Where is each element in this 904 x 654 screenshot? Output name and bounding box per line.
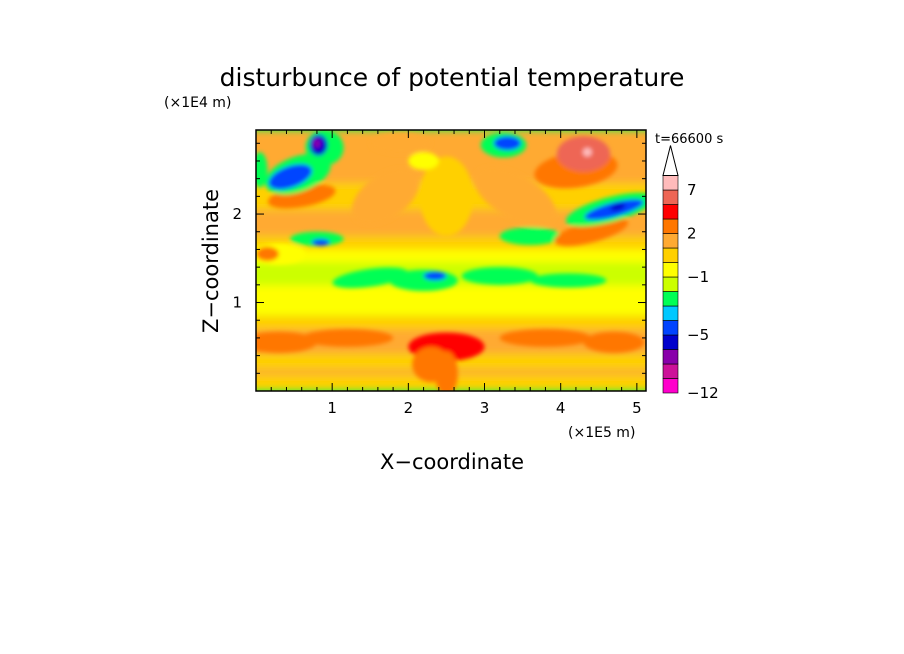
field-blob bbox=[351, 167, 420, 225]
field-blob bbox=[301, 329, 394, 347]
field-blob bbox=[389, 269, 458, 292]
field-blob bbox=[419, 156, 474, 237]
field-blob bbox=[554, 217, 629, 246]
field-blobs bbox=[256, 130, 646, 391]
field-band bbox=[256, 284, 646, 303]
field-band bbox=[256, 315, 646, 330]
field-blob bbox=[493, 136, 522, 151]
field-blob bbox=[499, 329, 592, 347]
y-axis-label: Z−coordinate bbox=[199, 189, 223, 333]
colorbar-segment bbox=[662, 262, 679, 278]
x-scale-label: (×1E5 m) bbox=[568, 425, 635, 441]
field-blob bbox=[311, 238, 330, 246]
field-blob bbox=[313, 138, 321, 148]
field-blob bbox=[610, 203, 626, 211]
x-tick-label: 5 bbox=[632, 399, 642, 417]
x-tick-label: 4 bbox=[556, 399, 566, 417]
temperature-field bbox=[256, 130, 646, 391]
colorbar-segment bbox=[662, 363, 679, 379]
field-blob bbox=[473, 166, 557, 227]
field-blob bbox=[268, 164, 313, 190]
field-blob bbox=[256, 246, 279, 261]
y-tick-label: 2 bbox=[232, 205, 242, 223]
field-blob bbox=[583, 331, 645, 353]
colorbar: −12−5−127 bbox=[662, 145, 719, 402]
y-scale-label: (×1E4 m) bbox=[164, 95, 231, 111]
field-blob bbox=[332, 267, 408, 288]
field-blob bbox=[423, 271, 447, 281]
x-axis-label: X−coordinate bbox=[380, 450, 524, 474]
colorbar-segment bbox=[662, 320, 679, 336]
field-blob bbox=[530, 273, 607, 288]
field-band bbox=[256, 249, 646, 263]
colorbar-tick-label: −1 bbox=[687, 268, 709, 286]
colorbar-segment bbox=[662, 189, 679, 205]
chart-title: disturbunce of potential temperature bbox=[220, 63, 685, 92]
y-tick-label: 1 bbox=[232, 294, 242, 312]
colorbar-segment bbox=[662, 175, 679, 191]
colorbar-tick-label: 2 bbox=[687, 225, 697, 243]
colorbar-tick-label: 7 bbox=[687, 181, 697, 199]
colorbar-segment bbox=[662, 247, 679, 263]
plot-frame bbox=[255, 129, 647, 392]
colorbar-segment bbox=[662, 291, 679, 307]
field-blob bbox=[499, 227, 561, 246]
colorbar-extend-arrow bbox=[662, 145, 679, 176]
field-blob bbox=[370, 132, 432, 154]
time-label: t=66600 s bbox=[655, 132, 723, 147]
field-blob bbox=[256, 331, 317, 353]
colorbar-tick-label: −5 bbox=[687, 326, 709, 344]
field-blob bbox=[435, 351, 458, 391]
field-blob bbox=[290, 231, 344, 246]
colorbar-segment bbox=[662, 204, 679, 220]
colorbar-segment bbox=[662, 305, 679, 321]
colorbar-segment bbox=[662, 334, 679, 350]
field-blob bbox=[582, 147, 592, 157]
x-tick-label: 1 bbox=[327, 399, 337, 417]
colorbar-segment bbox=[662, 233, 679, 249]
colorbar-segment bbox=[662, 378, 679, 394]
field-blob bbox=[408, 152, 439, 170]
colorbar-segment bbox=[662, 349, 679, 365]
field-blob bbox=[461, 267, 538, 285]
field-blob bbox=[256, 152, 268, 188]
x-tick-label: 2 bbox=[404, 399, 414, 417]
x-tick-label: 3 bbox=[480, 399, 490, 417]
field-band bbox=[256, 302, 646, 316]
colorbar-tick-label: −12 bbox=[687, 384, 719, 402]
colorbar-segment bbox=[662, 218, 679, 234]
colorbar-segment bbox=[662, 276, 679, 292]
axes: 1 2 3 4 5 1 2 bbox=[232, 130, 646, 417]
